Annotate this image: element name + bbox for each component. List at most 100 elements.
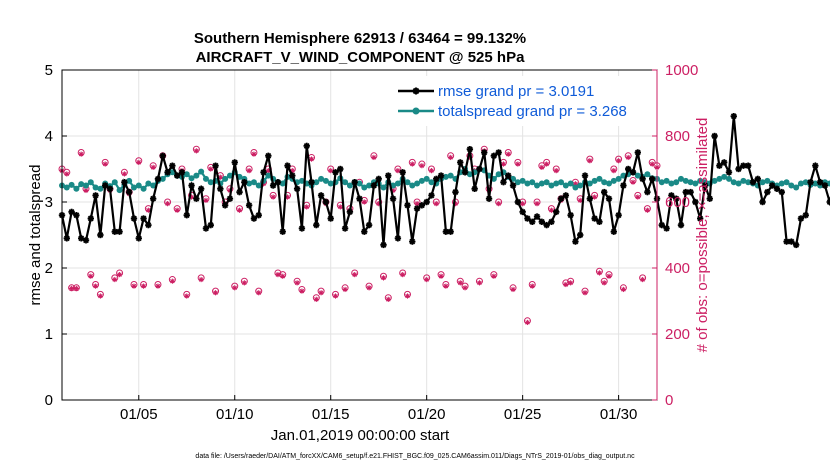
obs-assimilated-point xyxy=(400,272,406,278)
totalspread-point xyxy=(721,173,728,180)
rmse-point xyxy=(720,159,728,166)
totalspread-point xyxy=(159,175,166,182)
rmse-point xyxy=(553,208,560,216)
totalspread-point xyxy=(279,180,286,187)
totalspread-point xyxy=(87,179,94,186)
rmse-point xyxy=(500,179,507,186)
rmse-point xyxy=(490,152,498,159)
rmse-point xyxy=(241,179,248,186)
legend-spread-marker xyxy=(412,107,420,115)
rmse-point xyxy=(121,179,128,186)
rmse-point xyxy=(231,159,238,166)
totalspread-point xyxy=(73,185,80,192)
rmse-point xyxy=(826,198,830,206)
totalspread-point xyxy=(759,179,766,186)
x-tick-label: 01/15 xyxy=(312,406,350,423)
rmse-point xyxy=(212,162,219,169)
rmse-point xyxy=(92,192,99,199)
rmse-point xyxy=(361,228,368,235)
rmse-point xyxy=(101,182,109,189)
totalspread-point xyxy=(68,181,75,188)
obs-assimilated-point xyxy=(150,164,156,170)
totalspread-point xyxy=(534,182,541,189)
rmse-point xyxy=(581,172,589,179)
rmse-point xyxy=(625,165,632,173)
rmse-point xyxy=(68,208,75,216)
totalspread-point xyxy=(793,184,800,191)
obs-assimilated-point xyxy=(241,280,247,286)
rmse-point xyxy=(322,198,330,206)
totalspread-point xyxy=(202,175,209,182)
totalspread-point xyxy=(692,180,699,187)
totalspread-point xyxy=(514,179,521,186)
rmse-point xyxy=(754,175,761,183)
totalspread-point xyxy=(63,184,70,191)
rmse-point xyxy=(193,195,200,202)
rmse-point xyxy=(562,192,570,199)
obs-assimilated-point xyxy=(313,296,319,302)
rmse-point xyxy=(116,228,123,235)
rmse-point xyxy=(749,179,757,186)
obs-assimilated-point xyxy=(380,275,387,281)
rmse-point xyxy=(816,179,824,186)
obs-assimilated-point xyxy=(443,283,449,289)
totalspread-point xyxy=(735,180,742,187)
rmse-point xyxy=(437,172,445,179)
rmse-point xyxy=(97,231,104,239)
axes-ticks: 01/05 01/10 01/15 01/20 01/25 01/30 0 1 2 3 4 5 0 200… xyxy=(45,62,699,423)
totalspread-point xyxy=(78,181,85,188)
totalspread-point xyxy=(601,179,608,186)
x-tick-label: 01/05 xyxy=(120,406,158,423)
rmse-point xyxy=(485,195,493,202)
totalspread-point xyxy=(615,175,622,182)
rmse-point xyxy=(159,152,166,159)
obs-assimilated-point xyxy=(92,283,99,289)
x-tick-label: 01/10 xyxy=(216,406,254,423)
obs-assimilated-point xyxy=(366,285,372,291)
rmse-point xyxy=(135,235,142,242)
totalspread-point xyxy=(226,172,233,179)
rmse-point xyxy=(706,195,713,202)
rmse-point xyxy=(596,218,603,225)
rmse-point xyxy=(577,231,584,239)
obs-assimilated-point xyxy=(246,168,252,174)
rmse-point xyxy=(538,218,546,225)
rmse-point xyxy=(289,172,296,179)
obs-assimilated-point xyxy=(212,290,219,296)
rmse-point xyxy=(385,172,392,179)
totalspread-point xyxy=(663,177,670,184)
totalspread-point xyxy=(361,184,368,191)
obs-assimilated-point xyxy=(587,158,593,164)
rmse-point xyxy=(476,165,483,173)
totalspread-point xyxy=(711,177,718,184)
rmse-point xyxy=(457,159,464,166)
totalspread-point xyxy=(466,171,473,178)
rmse-point xyxy=(601,188,608,196)
totalspread-point xyxy=(82,182,89,189)
data-file-footer: data file: /Users/raeder/DAI/ATM_forcXX/… xyxy=(195,453,635,460)
totalspread-point xyxy=(812,180,819,187)
rmse-point xyxy=(149,195,157,202)
rmse-point xyxy=(514,198,522,206)
obs-assimilated-point xyxy=(342,286,348,293)
rmse-point xyxy=(543,221,550,229)
totalspread-point xyxy=(298,177,305,184)
rmse-point xyxy=(293,185,301,192)
rmse-point xyxy=(279,228,286,235)
totalspread-point xyxy=(394,180,401,187)
rmse-point xyxy=(87,215,94,222)
y-left-tick-label: 5 xyxy=(45,62,53,79)
rmse-point xyxy=(269,182,277,189)
x-tick-label: 01/25 xyxy=(504,406,542,423)
rmse-point xyxy=(327,215,334,222)
rmse-point xyxy=(821,182,829,189)
rmse-point xyxy=(672,195,680,202)
obs-assimilated-point xyxy=(88,273,94,279)
rmse-point xyxy=(337,165,344,173)
rmse-point xyxy=(303,142,310,150)
obs-assimilated-point xyxy=(385,296,391,302)
totalspread-point xyxy=(428,179,435,186)
obs-assimilated-point xyxy=(169,278,175,284)
rmse-point xyxy=(265,152,272,159)
totalspread-point xyxy=(778,180,785,187)
